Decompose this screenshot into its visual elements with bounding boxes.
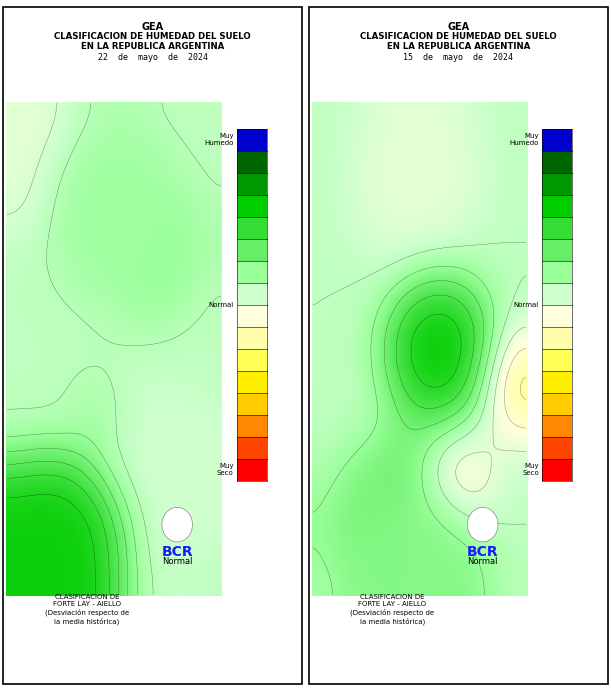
Text: GEA: GEA (447, 22, 469, 32)
Text: GEA: GEA (142, 22, 164, 32)
Text: 22  de  mayo  de  2024: 22 de mayo de 2024 (98, 53, 208, 62)
Text: 15  de  mayo  de  2024: 15 de mayo de 2024 (403, 53, 513, 62)
Text: Normal: Normal (467, 557, 498, 566)
Text: Muy
Humedo: Muy Humedo (510, 133, 539, 146)
Text: Muy
Seco: Muy Seco (217, 464, 233, 476)
Text: Muy
Seco: Muy Seco (522, 464, 539, 476)
Text: Normal: Normal (514, 302, 539, 308)
Text: BCR: BCR (161, 545, 193, 559)
Text: CLASIFICACION DE HUMEDAD DEL SUELO: CLASIFICACION DE HUMEDAD DEL SUELO (54, 32, 251, 41)
Text: Normal: Normal (162, 557, 192, 566)
Text: CLASIFICACION DE
FORTE LAY - AIELLO
(Desviación respecto de
la media histórica): CLASIFICACION DE FORTE LAY - AIELLO (Des… (350, 594, 434, 625)
Text: BCR: BCR (467, 545, 499, 559)
Text: EN LA REPUBLICA ARGENTINA: EN LA REPUBLICA ARGENTINA (387, 42, 530, 51)
Text: Normal: Normal (208, 302, 233, 308)
Text: EN LA REPUBLICA ARGENTINA: EN LA REPUBLICA ARGENTINA (81, 42, 224, 51)
Text: CLASIFICACION DE HUMEDAD DEL SUELO: CLASIFICACION DE HUMEDAD DEL SUELO (360, 32, 557, 41)
Text: Muy
Humedo: Muy Humedo (204, 133, 233, 146)
Text: CLASIFICACION DE
FORTE LAY - AIELLO
(Desviación respecto de
la media histórica): CLASIFICACION DE FORTE LAY - AIELLO (Des… (45, 594, 129, 625)
